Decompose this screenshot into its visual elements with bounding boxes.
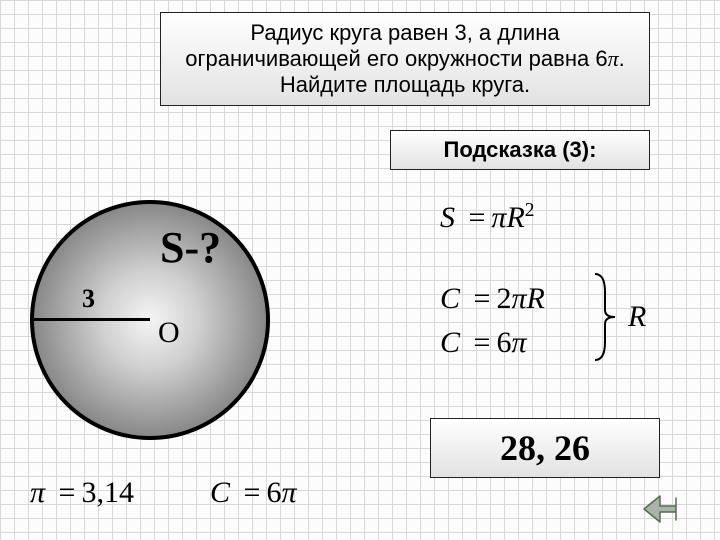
radius-line (34, 318, 150, 321)
brace-result-R: R (628, 300, 646, 334)
center-label: О (158, 316, 180, 350)
problem-line1: Радиус круга равен 3, а длина (250, 20, 559, 46)
hint-box[interactable]: Подсказка (3): (390, 130, 650, 170)
answer-value: 28, 26 (500, 427, 590, 469)
answer-box: 28, 26 (430, 418, 660, 478)
radius-label: 3 (82, 284, 95, 314)
formula-c-value: C =6π (210, 476, 296, 510)
formula-circumference-1: C =2πR (440, 282, 545, 316)
hint-label: Подсказка (3): (444, 137, 597, 163)
s-question-label: S-? (160, 222, 221, 273)
back-arrow-icon (640, 486, 686, 532)
problem-line2: ограничивающей его окружности равна 6π. (185, 46, 624, 72)
back-arrow-button[interactable] (640, 486, 686, 532)
formula-pi-value: π =3,14 (30, 476, 134, 510)
brace-icon (590, 272, 620, 362)
circle-diagram: 3 S-? О (30, 200, 270, 440)
formula-area: S =πR2 (440, 200, 535, 235)
problem-line3: Найдите площадь круга. (280, 72, 530, 98)
formula-circumference-2: C =6π (440, 326, 526, 360)
problem-statement-box: Радиус круга равен 3, а длина ограничива… (160, 12, 650, 106)
